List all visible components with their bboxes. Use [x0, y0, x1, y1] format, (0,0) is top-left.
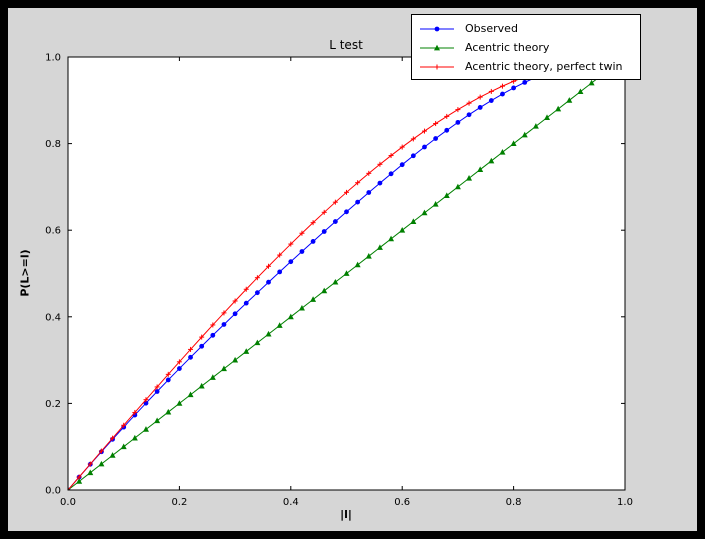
svg-text:0.8: 0.8 — [506, 497, 522, 508]
svg-text:0.2: 0.2 — [171, 497, 187, 508]
figure-canvas: 0.0 0.2 0.4 0.6 0.8 1.0 0.0 0.2 0.4 0.6 0.8 1.0 L t… — [8, 8, 697, 531]
perfect-twin-line-sample — [418, 61, 456, 73]
observed-line-sample — [418, 23, 456, 35]
legend-label-acentric-theory: Acentric theory — [465, 41, 550, 54]
chart-title: L test — [329, 38, 363, 52]
svg-text:0.0: 0.0 — [60, 497, 76, 508]
svg-text:0.8: 0.8 — [45, 139, 61, 150]
acentric-theory-line-sample — [418, 42, 456, 54]
svg-text:1.0: 1.0 — [617, 497, 633, 508]
legend: Observed Acentric theory Acentric theory… — [411, 14, 641, 80]
legend-label-perfect-twin: Acentric theory, perfect twin — [465, 60, 623, 73]
svg-text:0.4: 0.4 — [283, 497, 299, 508]
legend-item-acentric-theory: Acentric theory — [418, 38, 634, 57]
legend-label-observed: Observed — [465, 22, 518, 35]
y-axis-label: P(L>=l) — [18, 249, 32, 297]
x-axis-label: |l| — [340, 508, 352, 521]
svg-text:0.0: 0.0 — [45, 486, 61, 497]
plot-area: 0.0 0.2 0.4 0.6 0.8 1.0 0.0 0.2 0.4 0.6 0.8 1.0 — [45, 53, 633, 509]
svg-text:0.6: 0.6 — [394, 497, 410, 508]
svg-text:0.6: 0.6 — [45, 226, 61, 237]
svg-text:1.0: 1.0 — [45, 53, 61, 64]
svg-text:0.4: 0.4 — [45, 312, 61, 323]
legend-item-perfect-twin: Acentric theory, perfect twin — [418, 57, 634, 76]
legend-item-observed: Observed — [418, 19, 634, 38]
svg-text:0.2: 0.2 — [45, 399, 61, 410]
